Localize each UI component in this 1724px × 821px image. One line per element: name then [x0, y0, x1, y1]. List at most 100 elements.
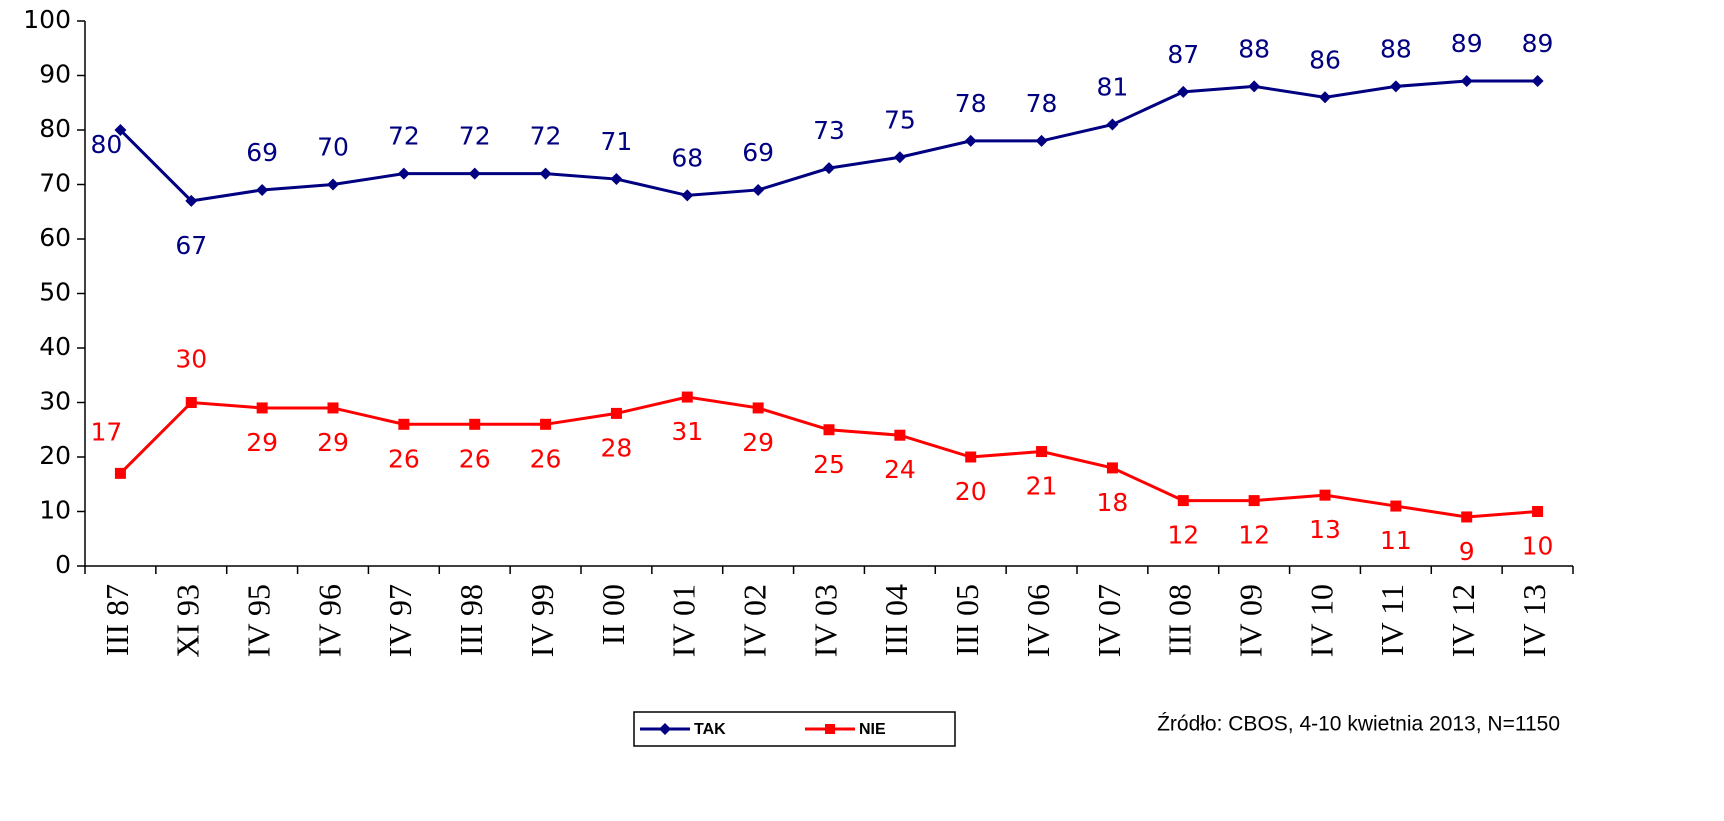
data-label: 11	[1380, 526, 1412, 555]
marker	[1177, 85, 1190, 98]
marker	[964, 134, 977, 147]
x-tick-label: II 00	[595, 584, 631, 645]
y-tick-label: 80	[39, 114, 71, 143]
marker	[327, 402, 339, 414]
data-label: 71	[601, 127, 633, 156]
data-label: 69	[246, 138, 278, 167]
y-tick-label: 40	[39, 332, 71, 361]
x-tick-label: IV 10	[1303, 584, 1339, 657]
y-tick-label: 60	[39, 223, 71, 252]
marker	[1390, 500, 1402, 512]
data-label: 87	[1167, 40, 1199, 69]
x-tick-label: III 98	[453, 584, 489, 656]
source: Źródło: CBOS, 4-10 kwietnia 2013, N=1150	[1157, 713, 1560, 736]
data-label: 26	[459, 444, 491, 473]
x-tick-label: IV 99	[524, 584, 560, 657]
x-tick-label: IV 03	[807, 584, 843, 657]
y-tick-label: 50	[39, 278, 71, 307]
data-label: 25	[813, 450, 845, 479]
marker	[256, 183, 269, 196]
marker	[1461, 511, 1473, 523]
marker	[256, 402, 268, 414]
x-tick-label: IV 07	[1091, 584, 1127, 657]
x-tick-label: IV 97	[382, 584, 418, 657]
marker	[965, 451, 977, 463]
marker	[185, 194, 198, 207]
marker	[1389, 80, 1402, 93]
data-label: 89	[1522, 29, 1554, 58]
marker	[1532, 506, 1544, 517]
marker	[681, 391, 693, 403]
data-label: 29	[742, 428, 774, 457]
data-label: 69	[742, 138, 774, 167]
marker	[1106, 462, 1118, 474]
marker	[610, 173, 623, 186]
data-label: 88	[1380, 34, 1412, 63]
data-label: 10	[1522, 532, 1554, 561]
data-label: 29	[246, 428, 278, 457]
data-label: 89	[1451, 29, 1483, 58]
x-tick-label: III 08	[1162, 584, 1198, 656]
x-tick-label: IV 11	[1374, 584, 1410, 656]
data-label: 20	[955, 477, 987, 506]
x-tick-label: IV 09	[1232, 584, 1268, 657]
data-label: 86	[1309, 45, 1341, 74]
data-label: 73	[813, 116, 845, 145]
marker	[1248, 80, 1261, 93]
data-label: 31	[671, 417, 703, 446]
data-label: 12	[1238, 521, 1270, 550]
data-label: 70	[317, 133, 349, 162]
marker	[894, 429, 906, 441]
x-tick-label: IV 02	[736, 584, 772, 657]
marker	[539, 167, 552, 180]
data-label: 26	[388, 444, 420, 473]
data-label: 72	[388, 122, 420, 151]
marker	[823, 424, 835, 436]
y-tick-label: 90	[39, 60, 71, 89]
y-tick-label: 70	[39, 169, 71, 198]
marker	[1106, 118, 1119, 131]
data-label: 18	[1097, 488, 1129, 517]
marker	[398, 418, 410, 430]
x-tick-label: IV 12	[1445, 584, 1481, 657]
marker	[823, 162, 835, 175]
data-label: 81	[1097, 73, 1129, 102]
y-tick-label: 20	[39, 441, 71, 470]
data-label: 78	[955, 89, 987, 118]
y-tick-label: 30	[39, 387, 71, 416]
marker	[114, 124, 127, 136]
data-label: 28	[601, 433, 633, 462]
data-label: 75	[884, 105, 916, 134]
legend-marker	[825, 724, 835, 734]
legend-marker	[659, 723, 671, 735]
x-tick-label: III 04	[878, 584, 914, 656]
marker	[1531, 74, 1544, 87]
data-label: 24	[884, 455, 916, 484]
marker	[1177, 495, 1189, 507]
data-label: 78	[1026, 89, 1058, 118]
data-label: 72	[530, 122, 562, 151]
marker	[469, 418, 481, 430]
x-tick-label: IV 13	[1516, 584, 1552, 657]
marker	[1248, 495, 1260, 507]
x-tick-label: IV 01	[666, 584, 702, 657]
data-label: 72	[459, 122, 491, 151]
data-label: 21	[1026, 472, 1058, 501]
data-label: 26	[530, 444, 562, 473]
marker	[1319, 91, 1331, 104]
legend-label: TAK	[694, 721, 726, 738]
x-tick-label: IV 06	[1020, 584, 1056, 657]
data-label: 9	[1459, 537, 1475, 566]
marker	[397, 167, 410, 180]
y-tick-label: 0	[55, 550, 71, 579]
x-tick-label: IV 95	[240, 584, 276, 657]
y-tick-label: 10	[39, 496, 71, 525]
x-tick-label: III 05	[949, 584, 985, 656]
marker	[1035, 134, 1048, 147]
marker	[1460, 74, 1473, 87]
data-label: 88	[1238, 34, 1270, 63]
y-tick-label: 100	[23, 5, 71, 34]
marker	[610, 407, 622, 419]
x-tick-label: XI 93	[170, 584, 206, 658]
data-label: 67	[175, 231, 207, 260]
